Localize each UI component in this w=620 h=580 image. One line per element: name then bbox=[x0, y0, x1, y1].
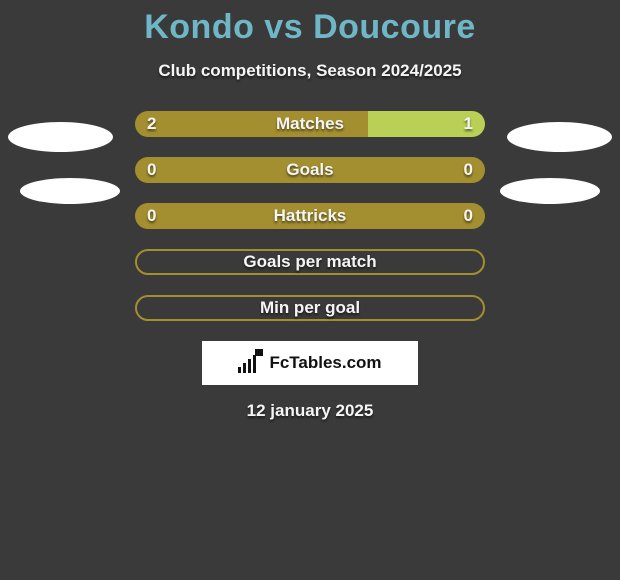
subtitle: Club competitions, Season 2024/2025 bbox=[0, 61, 620, 81]
stat-row-min-per-goal: Min per goal bbox=[135, 295, 485, 321]
stat-rows: 2 Matches 1 0 Goals 0 0 Hattricks 0 Goal… bbox=[0, 111, 620, 321]
stat-row-goals: 0 Goals 0 bbox=[135, 157, 485, 183]
source-logo: FcTables.com bbox=[202, 341, 418, 385]
logo-bars-icon bbox=[238, 353, 263, 373]
comparison-card: Kondo vs Doucoure Club competitions, Sea… bbox=[0, 0, 620, 580]
value-right: 0 bbox=[464, 203, 473, 229]
value-right: 0 bbox=[464, 157, 473, 183]
stat-row-hattricks: 0 Hattricks 0 bbox=[135, 203, 485, 229]
row-label: Hattricks bbox=[135, 203, 485, 229]
stat-row-matches: 2 Matches 1 bbox=[135, 111, 485, 137]
value-right: 1 bbox=[464, 111, 473, 137]
footer-date: 12 january 2025 bbox=[0, 401, 620, 421]
stat-row-goals-per-match: Goals per match bbox=[135, 249, 485, 275]
page-title: Kondo vs Doucoure bbox=[0, 8, 620, 47]
row-label: Min per goal bbox=[135, 295, 485, 321]
row-label: Goals bbox=[135, 157, 485, 183]
row-label: Goals per match bbox=[135, 249, 485, 275]
logo-text: FcTables.com bbox=[269, 353, 381, 373]
row-label: Matches bbox=[135, 111, 485, 137]
